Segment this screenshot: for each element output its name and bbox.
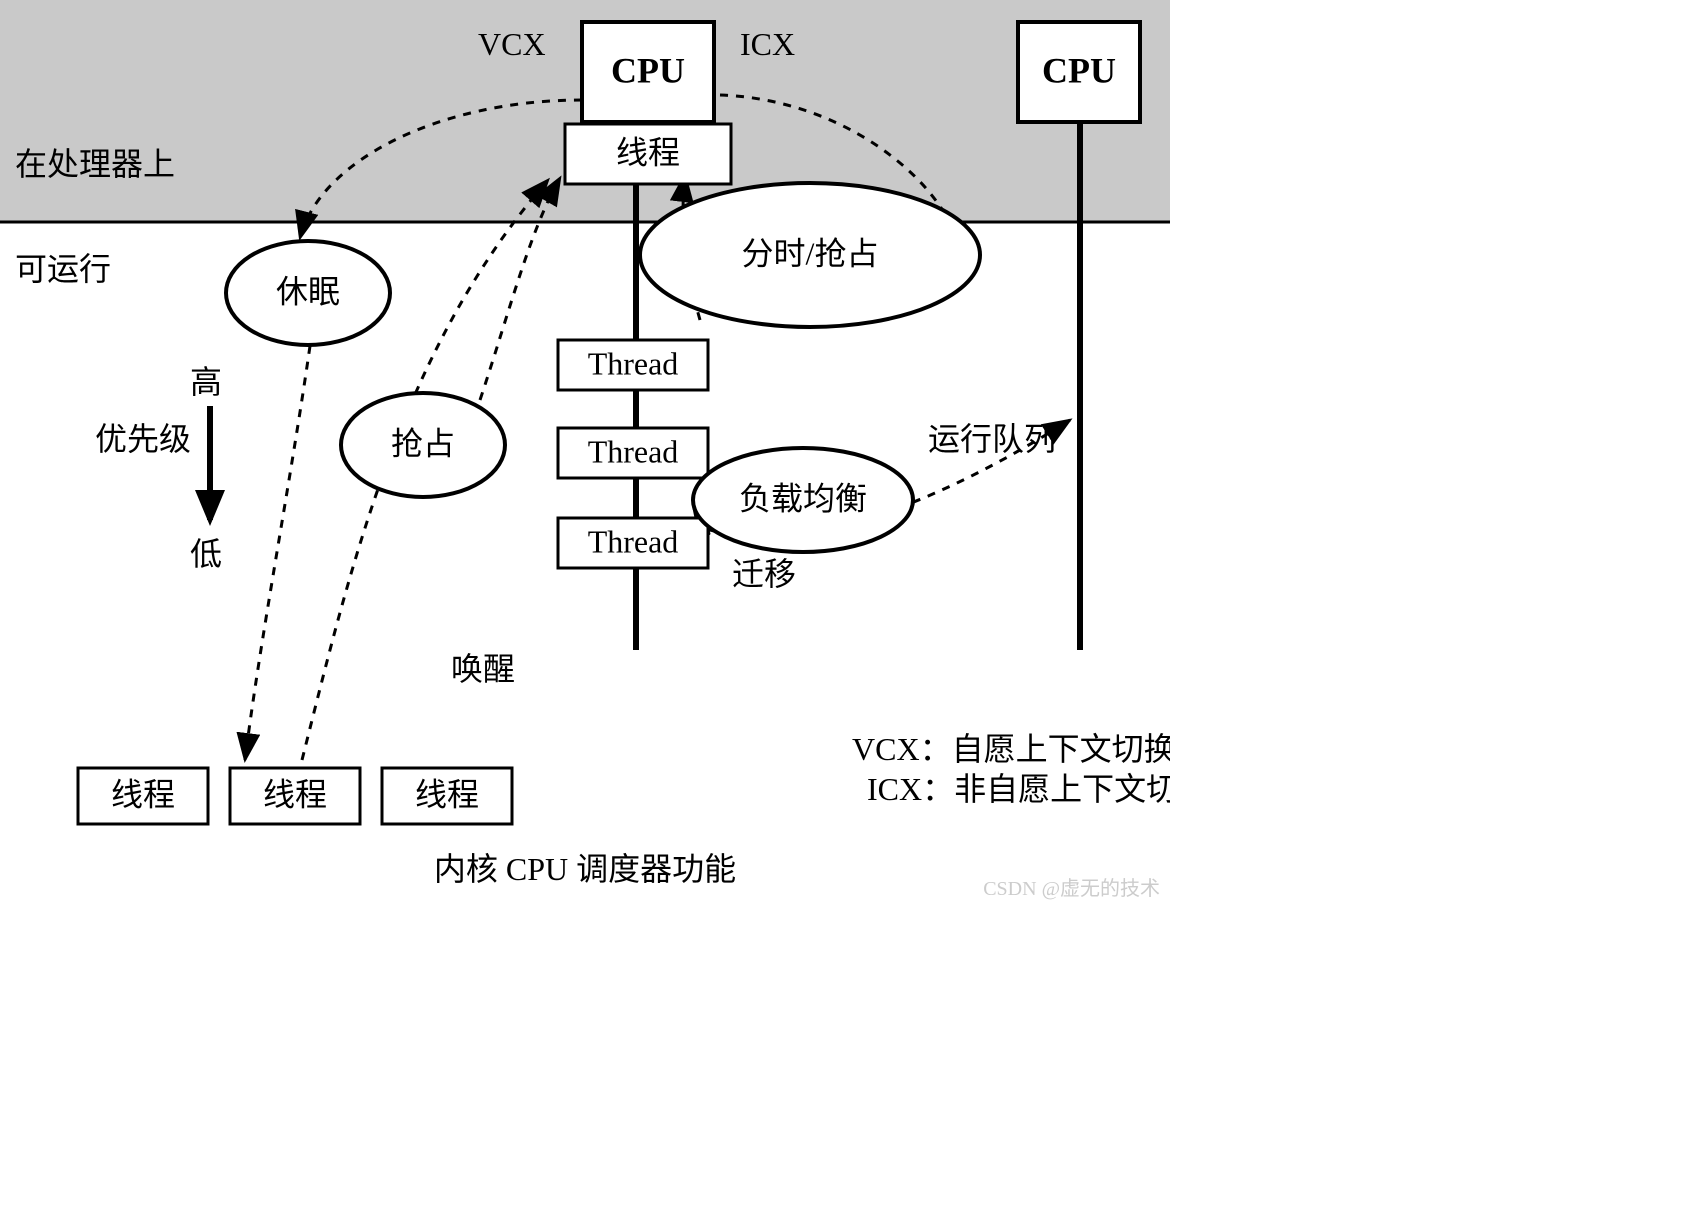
label-priority: 优先级	[95, 421, 191, 457]
thread-box-2: Thread	[558, 428, 708, 478]
svg-text:线程: 线程	[616, 134, 680, 170]
label-icx: ICX	[740, 26, 795, 62]
legend-icx: ICX：非自愿上下文切换	[867, 771, 1170, 807]
svg-text:休眠: 休眠	[276, 273, 340, 309]
svg-text:Thread: Thread	[588, 523, 679, 559]
svg-text:CPU: CPU	[1042, 50, 1116, 90]
ellipse-loadbal: 负载均衡	[693, 448, 913, 552]
svg-text:Thread: Thread	[588, 345, 679, 381]
cpu-box-1: CPU	[582, 22, 714, 122]
thread-box-1: Thread	[558, 340, 708, 390]
label-migrate: 迁移	[732, 556, 796, 592]
label-vcx: VCX	[478, 26, 546, 62]
label-run-queue: 运行队列	[928, 421, 1056, 457]
label-low: 低	[190, 536, 222, 572]
label-on-processor: 在处理器上	[15, 146, 175, 182]
svg-text:线程: 线程	[415, 776, 479, 812]
bottom-thread-2: 线程	[230, 768, 360, 824]
ellipse-preempt: 抢占	[341, 393, 505, 497]
thread-box-top: 线程	[565, 124, 731, 184]
thread-box-3: Thread	[558, 518, 708, 568]
label-runnable: 可运行	[15, 251, 111, 287]
ellipse-timeshare: 分时/抢占	[640, 183, 980, 327]
label-wakeup: 唤醒	[451, 651, 515, 687]
bottom-thread-1: 线程	[78, 768, 208, 824]
svg-text:分时/抢占: 分时/抢占	[742, 235, 879, 271]
arrow-sleep-down	[245, 346, 310, 760]
label-high: 高	[190, 364, 222, 400]
svg-text:抢占: 抢占	[391, 425, 455, 461]
svg-text:负载均衡: 负载均衡	[739, 480, 867, 516]
ellipse-sleep: 休眠	[226, 241, 390, 345]
bottom-thread-3: 线程	[382, 768, 512, 824]
cpu-box-2: CPU	[1018, 22, 1140, 122]
svg-text:线程: 线程	[263, 776, 327, 812]
svg-text:线程: 线程	[111, 776, 175, 812]
watermark: CSDN @虚无的技术	[983, 877, 1160, 900]
svg-text:CPU: CPU	[611, 50, 685, 90]
legend-vcx: VCX：自愿上下文切换	[852, 731, 1170, 767]
svg-text:Thread: Thread	[588, 433, 679, 469]
diagram-title: 内核 CPU 调度器功能	[434, 851, 736, 887]
